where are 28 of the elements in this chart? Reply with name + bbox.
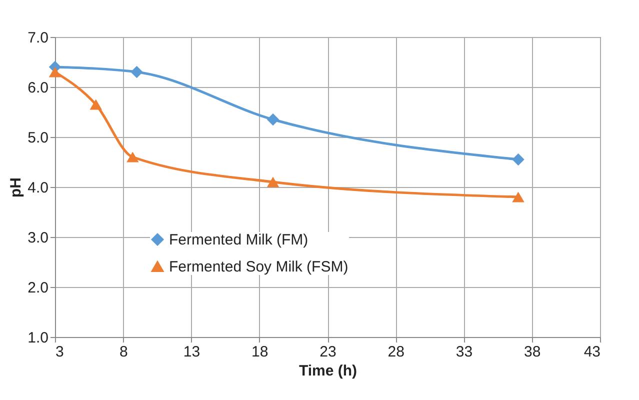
legend-label: Fermented Soy Milk (FSM) [169,258,348,276]
point [266,176,280,188]
point [126,152,139,162]
x-tick-label: 38 [524,344,541,360]
y-tick-label: 2.0 [28,280,48,296]
point [512,153,524,166]
point [90,99,102,110]
x-axis-title: Time (h) [298,362,358,380]
x-tick-label: 18 [252,344,268,360]
y-tick-label: 5.0 [28,130,48,146]
y-tick-label: 3.0 [28,230,48,246]
point [512,192,524,202]
x-tick-label: 33 [456,344,473,360]
y-tick-label: 6.0 [28,80,48,96]
x-tick-label: 3 [56,344,64,360]
y-tick-label: 1.0 [28,330,48,346]
y-tick-label: 4.0 [28,180,48,196]
x-tick-label: 8 [119,344,128,360]
x-tick-label: 23 [320,344,336,360]
y-axis-title: pH [8,178,25,198]
y-tick-label: 7.0 [28,30,48,46]
legend-label: Fermented Milk (FM) [169,232,308,248]
point [130,66,143,78]
x-tick-label: 28 [388,344,404,360]
x-tick-label: 43 [584,344,600,360]
point [48,66,62,78]
point [266,113,280,126]
x-tick-label: 13 [183,344,200,360]
